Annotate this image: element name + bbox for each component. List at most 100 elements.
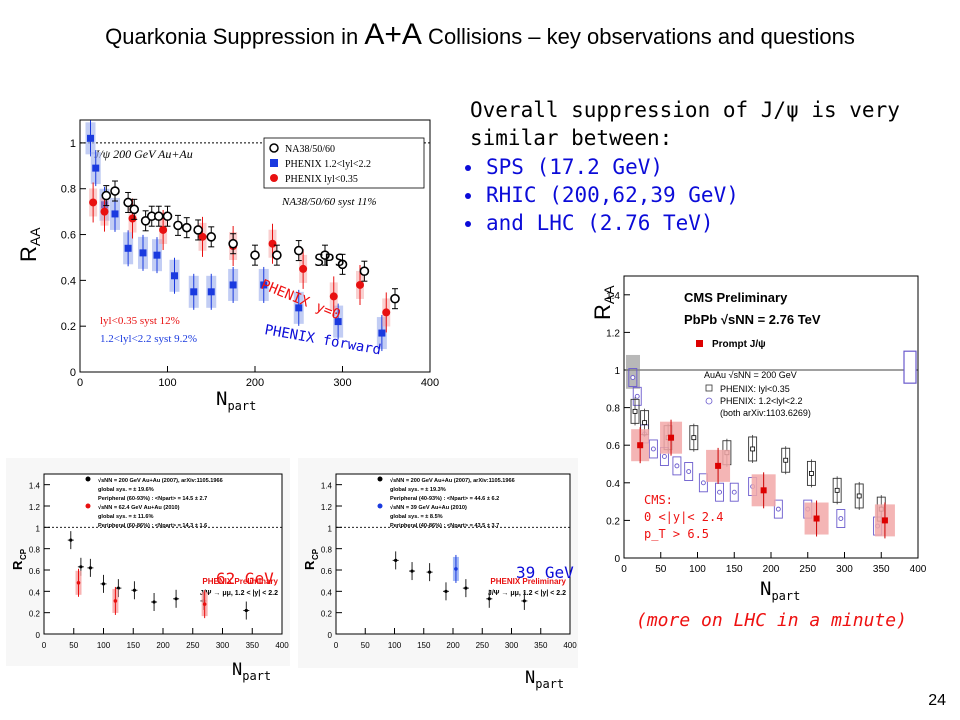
y-tick-label: 0.8 [606,404,620,415]
y-tick-label: 0.2 [606,516,620,527]
cms-header: CMS Preliminary [684,290,788,305]
na-point [295,247,303,255]
forward-point [154,252,161,259]
phenix-mid-point [692,436,696,440]
x-tick-label: 200 [156,641,170,650]
x-tick-label: 200 [763,564,780,575]
legend-entry: Peripheral (60-93%) : <Npart> = 14.5 ± 2… [98,496,207,502]
legend-entry: global sys. = ± 8.5% [390,514,443,520]
x-tick-label: 150 [127,641,141,650]
rcp-r-letter: R [10,560,25,570]
x-tick-label: 50 [655,564,667,575]
legend-entry: √sNN = 39 GeV Au+Au (2010) [390,504,467,511]
cms-note-line: CMS: [644,493,673,507]
rcp200-point [174,597,177,600]
main-x-axis-label: Npart [216,388,256,413]
x-tick-label: 350 [873,564,890,575]
rcp200-point [523,599,526,602]
na-point [207,233,215,241]
y-tick-label: 1 [328,524,333,533]
r-letter-cms: R [590,304,615,320]
summary-heading: Overall suppression of J/ψ is very simil… [470,96,950,153]
phenix-forward-point [839,517,843,521]
title-text-post: Collisions – key observations and questi… [422,24,855,49]
y-tick-label: 0 [328,631,333,640]
slide-title: Quarkonia Suppression in A+A Collisions … [0,18,960,52]
phenix-forward-point [732,490,736,494]
legend-marker-mid [270,174,278,182]
na-point [183,224,191,232]
legend-marker-forward [270,159,278,167]
mid-point [89,198,97,206]
rcp200-point [133,589,136,592]
rcp200-point [79,565,82,568]
aa-sub: AA [27,227,43,246]
phenix-forward-point [687,470,691,474]
legend-marker [86,477,91,482]
rcp-energy-point [114,599,118,603]
phenix-mid-point [633,409,637,413]
forward-point [87,135,94,142]
x-tick-label: 300 [505,641,519,650]
x-tick-label: 200 [446,641,460,650]
mid-point [330,292,338,300]
forward-point [92,165,99,172]
cms-point [668,435,674,441]
legend-entry: √sNN = 200 GeV Au+Au (2007), arXiv:1105.… [390,477,515,484]
x-tick-label: 0 [621,564,627,575]
legend-mid: PHENIX lyl<0.35 [285,174,358,185]
phenix-forward-point [776,507,780,511]
channel-label: J/Ψ → μμ, 1.2 < |y| < 2.2 [488,590,566,597]
na-point [251,251,259,259]
chart-header: J/ψ 200 GeV Au+Au [94,147,193,161]
cms-note-line: 0 <|y|< 2.4 [644,510,723,524]
na-point [194,226,202,234]
title-text-pre: Quarkonia Suppression in [105,24,364,49]
legend-entry: Peripheral (40-86%) : <Npart> = 43.5 ± 3… [390,523,499,529]
part-sub-39: part [535,677,564,691]
legend-entry: global sys. = ± 19.3% [390,487,446,493]
na-point [130,205,138,213]
summary-block: Overall suppression of J/ψ is very simil… [470,96,950,238]
n-letter: N [216,388,227,410]
rcp-energy-point [77,581,81,585]
phenix-forward-point [635,394,639,398]
y-tick-label: 0.2 [321,610,333,619]
x-tick-label: 350 [246,641,260,650]
x-tick-label: 350 [534,641,548,650]
cms-point [761,487,767,493]
x-tick-label: 250 [186,641,200,650]
x-tick-label: 100 [158,377,176,389]
aa-sub-cms: AA [601,285,617,304]
phenix-mid-point [809,471,813,475]
x-tick-label: 400 [421,377,439,389]
legend-marker-forward [706,398,712,404]
page-number: 24 [928,692,946,710]
phenix-mid-point [857,494,861,498]
cms-point [715,463,721,469]
rcp-energy-point [454,567,458,571]
y-tick-label: 0.8 [29,546,41,555]
forward-point [125,245,132,252]
x-tick-label: 0 [42,641,47,650]
footnote: (more on LHC in a minute) [636,610,907,631]
legend-entry: Peripheral (60-86%) : <Npart> = 14.3 ± 1… [98,523,207,529]
y-tick-label: 0 [36,631,41,640]
x-tick-label: 300 [836,564,853,575]
rcp-39gev-chart: 0 50 100 150 200 250 300 350 40000.20.40.60.811.… [298,458,578,668]
na-point [102,192,110,200]
n-letter-39: N [525,668,535,688]
legend-marker [378,504,383,509]
part-sub: part [227,399,256,413]
phenix-mid-point [751,447,755,451]
x-tick-label: 400 [910,564,927,575]
x-tick-label: 150 [417,641,431,650]
y-tick-label: 1.2 [606,328,620,339]
x-tick-label: 100 [689,564,706,575]
r-letter: R [16,246,41,262]
mid-point [159,226,167,234]
x-tick-label: 0 [334,641,339,650]
phenix-forward-point [651,447,655,451]
bullet-sps: SPS (17.2 GeV) [484,153,950,181]
rcp200-point [394,559,397,562]
